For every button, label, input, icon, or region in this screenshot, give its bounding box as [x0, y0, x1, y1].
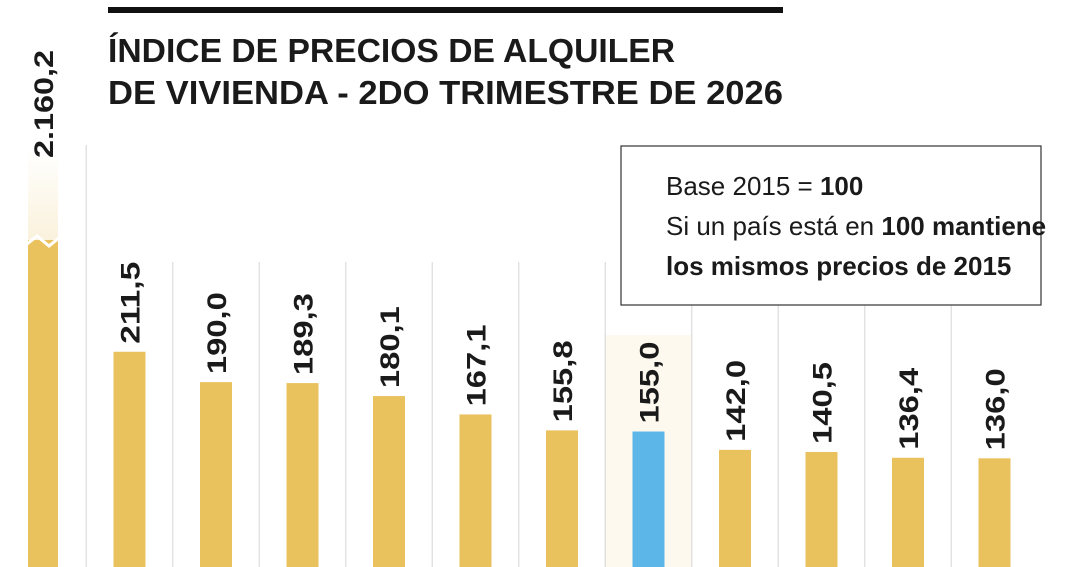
value-label: 211,5 — [116, 262, 146, 344]
note-line: Base 2015 = 100 — [666, 171, 863, 201]
value-label: 155,8 — [548, 340, 578, 422]
value-label: 180,1 — [375, 306, 405, 388]
note: Base 2015 = 100 Si un país está en 100 ma… — [666, 171, 1046, 281]
bar — [719, 449, 751, 567]
value-label: 167,1 — [462, 324, 492, 406]
bar — [459, 414, 492, 567]
bar — [200, 382, 232, 567]
note-text: 100 mantiene — [881, 211, 1046, 241]
bar — [373, 396, 405, 567]
bar — [892, 457, 924, 567]
value-label: 189,3 — [289, 293, 319, 375]
note-text: Base 2015 = — [666, 171, 820, 201]
bar — [978, 458, 1011, 567]
bar — [546, 430, 578, 567]
bar-solid — [28, 240, 58, 567]
axis-break — [27, 234, 59, 248]
note-box — [620, 145, 1042, 306]
bar — [632, 431, 665, 567]
bars: 2.160,2 211,5 190,0 189,3 180,1 167,1 155,8 155… — [27, 50, 1011, 567]
value-label: 136,0 — [981, 368, 1011, 450]
columns — [85, 145, 952, 567]
chart-title: DE VIVIENDA - 2DO TRIMESTRE DE 2026 — [108, 74, 783, 111]
note-line: Si un país está en 100 mantiene — [666, 211, 1046, 241]
bar — [113, 351, 146, 567]
bar — [286, 383, 319, 567]
value-label: 155,0 — [635, 342, 665, 424]
note-line: los mismos precios de 2015 — [666, 251, 1011, 281]
note-text: Si un país está en — [666, 211, 881, 241]
value-label: 190,0 — [202, 292, 232, 374]
title-rule — [108, 7, 783, 13]
chart-title: ÍNDICE DE PRECIOS DE ALQUILER — [108, 32, 675, 69]
value-label: 2.160,2 — [29, 50, 59, 158]
note-text: los mismos precios de 2015 — [666, 251, 1011, 281]
note-text: 100 — [820, 171, 863, 201]
value-label: 142,0 — [721, 360, 751, 442]
value-label: 140,5 — [808, 362, 838, 444]
bar — [805, 451, 838, 567]
value-label: 136,4 — [894, 368, 924, 450]
